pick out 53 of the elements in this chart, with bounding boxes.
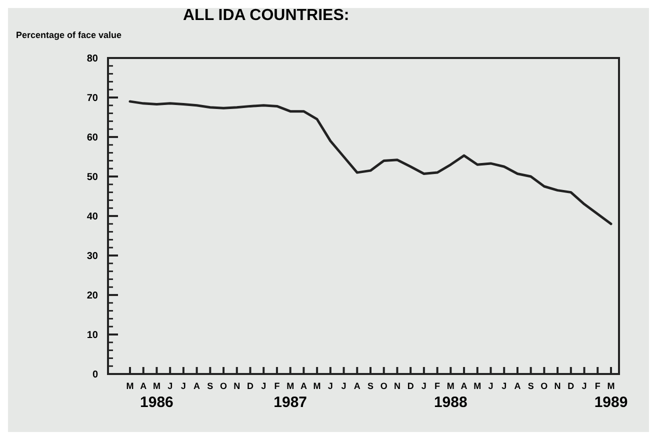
y-tick-label: 80 — [86, 54, 98, 64]
x-tick-label: N — [394, 381, 400, 391]
x-tick-label: O — [380, 381, 388, 391]
x-tick-label: J — [168, 381, 173, 391]
x-tick-label: M — [607, 381, 615, 391]
text: 1989 — [594, 394, 628, 411]
x-tick-label: J — [328, 381, 333, 391]
x-tick-label: F — [274, 381, 280, 391]
text: 1987 — [274, 394, 308, 411]
x-tick-label: A — [300, 381, 308, 391]
y-tick-label: 70 — [86, 93, 98, 104]
x-tick-label: D — [568, 381, 575, 391]
x-tick-label: A — [460, 381, 468, 391]
y-tick-label: 40 — [86, 212, 98, 222]
x-tick-label: J — [421, 381, 426, 391]
line-series — [128, 100, 612, 226]
x-tick-label: M — [446, 381, 454, 391]
x-tick-label: N — [234, 381, 240, 391]
x-tick-label: O — [220, 381, 228, 391]
x-tick-label: J — [180, 381, 186, 391]
text: 1986 — [140, 394, 174, 411]
x-tick-label: A — [140, 381, 148, 391]
x-tick-label: D — [407, 381, 414, 391]
x-tick-label: F — [434, 381, 441, 391]
y-tick-label: 20 — [86, 290, 98, 302]
chart-title: ALL IDA COUNTRIES: — [183, 7, 350, 24]
x-tick-label: J — [488, 381, 494, 391]
y-axis-title: Percentage of face value — [16, 30, 122, 40]
x-tick-label: O — [540, 381, 548, 391]
x-tick-label: F — [594, 381, 601, 391]
x-tick-label: J — [341, 381, 346, 391]
x-tick-label: A — [194, 381, 201, 391]
x-tick-label: S — [528, 381, 534, 391]
y-tick-label: 30 — [86, 251, 98, 262]
y-tick-label: 60 — [86, 132, 98, 144]
x-tick-label: M — [152, 381, 160, 391]
text: 1988 — [434, 394, 468, 411]
x-tick-label: A — [514, 381, 522, 391]
x-tick-label: D — [247, 381, 254, 391]
x-tick-label: A — [354, 381, 361, 391]
x-tick-label: S — [207, 381, 214, 391]
x-tick-label: J — [582, 381, 587, 391]
y-tick-label: 10 — [86, 330, 98, 341]
x-tick-label: M — [126, 381, 134, 391]
y-tick-label: 0 — [92, 370, 98, 380]
x-tick-label: S — [367, 381, 374, 391]
x-tick-label: N — [554, 381, 561, 391]
x-tick-label: J — [261, 381, 266, 391]
x-tick-label: M — [313, 381, 321, 391]
y-tick-label: 50 — [86, 172, 98, 183]
x-tick-label: M — [286, 381, 294, 391]
x-tick-label: M — [474, 381, 482, 391]
x-tick-label: J — [502, 381, 507, 391]
